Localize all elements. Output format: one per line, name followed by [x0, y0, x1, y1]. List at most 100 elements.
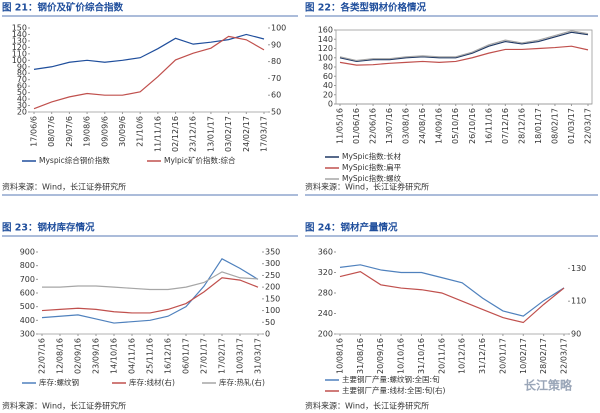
x-tick-label: 01/06/16 [352, 108, 361, 144]
plot-frame [335, 29, 593, 105]
y-tick-label: 50 [17, 88, 27, 97]
x-tick-label: 22/07/16 [38, 338, 47, 374]
y-tick-label: 200 [318, 330, 333, 339]
y-tick-label: 40 [323, 81, 333, 90]
x-tick-label: 14/09/16 [435, 108, 444, 144]
y2-tick-label: 300 [265, 259, 280, 268]
x-tick-label: 03/02/17 [224, 116, 233, 152]
x-tick-label: 08/02/17 [550, 108, 559, 144]
x-tick-label: 10/12/16 [458, 338, 467, 374]
y-tick-label: 90 [17, 62, 27, 71]
x-tick-label: 05/10/16 [451, 108, 460, 144]
legend-label: 库存:螺纹钢 [39, 377, 79, 387]
y-tick-label: 20 [17, 108, 27, 117]
x-tick-label: 16/11/16 [484, 108, 493, 144]
y-tick-label: 120 [318, 44, 333, 53]
y-tick-label: 40 [17, 95, 27, 104]
x-tick-label: 28/02/17 [539, 338, 548, 374]
x-tick-label: 11/05/16 [336, 108, 345, 144]
x-tick-label: 16/12/16 [164, 338, 173, 374]
series-line [339, 31, 589, 63]
y-tick-label: 320 [318, 268, 333, 277]
source: 资料来源：Wind，长江证券研究所 [305, 182, 429, 192]
y2-tick-label: 250 [265, 271, 280, 280]
chart-title: 图 22：各类型钢材价格情况 [305, 2, 427, 14]
x-tick-label: 31/03/17 [254, 338, 263, 374]
x-tick-label: 02/12/16 [171, 116, 180, 152]
x-tick-label: 07/12/16 [501, 108, 510, 144]
series-line [339, 271, 565, 324]
y-tick-label: 900 [20, 248, 35, 257]
y-tick-label: 700 [20, 275, 35, 284]
x-tick-label: 11/11/16 [153, 116, 162, 152]
x-tick-label: 03/08/16 [402, 108, 411, 144]
y2-tick-label: 50 [265, 318, 275, 327]
x-tick-label: 20/09/16 [376, 338, 385, 374]
legend-label: MySpic指数:扁平 [342, 162, 402, 172]
y-tick-label: 140 [12, 30, 27, 39]
x-tick-label: 24/08/16 [418, 108, 427, 144]
y-tick-label: 300 [20, 330, 35, 339]
y-tick-label: 360 [318, 248, 333, 257]
x-tick-label: 30/09/6 [118, 116, 127, 147]
x-tick-label: 10/10/16 [397, 338, 406, 374]
y-tick-label: 130 [12, 36, 27, 45]
x-tick-label: 22/06/16 [369, 108, 378, 144]
x-tick-label: 26/10/16 [468, 108, 477, 144]
y-tick-label: 400 [20, 316, 35, 325]
source: 资料来源：Wind，长江证券研究所 [2, 182, 126, 192]
x-tick-label: 10/08/16 [336, 338, 345, 374]
source: 资料来源：Wind，长江证券研究所 [305, 401, 429, 411]
x-tick-label: 08/07/6 [47, 116, 56, 147]
x-tick-label: 13/01/17 [206, 116, 215, 152]
y-tick-label: 30 [17, 101, 27, 110]
y-tick-label: 600 [20, 289, 35, 298]
y2-tick-label: 80 [271, 57, 281, 66]
x-tick-label: 24/02/17 [242, 116, 251, 152]
x-tick-label: 17/02/17 [218, 338, 227, 374]
y2-tick-label: 90 [571, 330, 581, 339]
x-tick-label: 27/01/17 [200, 338, 209, 374]
y2-tick-label: 70 [271, 74, 281, 83]
x-tick-label: 31/08/16 [356, 338, 365, 374]
y-tick-label: 80 [323, 63, 333, 72]
legend-label: 主要钢厂产量:螺纹钢:全国:旬 [342, 374, 440, 384]
x-tick-label: 02/09/16 [74, 338, 83, 374]
y-tick-label: 120 [12, 43, 27, 52]
x-tick-label: 10/03/17 [236, 338, 245, 374]
x-tick-label: 29/07/6 [65, 116, 74, 147]
x-tick-label: 01/03/17 [567, 108, 576, 144]
x-tick-label: 20/01/17 [498, 338, 507, 374]
series-line [33, 35, 265, 110]
chart-title: 图 23：钢材库存情况 [2, 222, 95, 234]
x-tick-label: 14/10/16 [110, 338, 119, 374]
x-tick-label: 13/07/16 [385, 108, 394, 144]
legend-label: 主要钢厂产量:线材:全国:旬(右) [342, 385, 446, 395]
x-tick-label: 31/12/16 [478, 338, 487, 374]
series-line [339, 30, 589, 62]
legend-label: Myspic综合钢价指数 [39, 155, 110, 165]
chart-title: 图 21：钢价及矿价综合指数 [2, 2, 124, 14]
y-tick-label: 20 [323, 90, 333, 99]
y2-tick-label: 130 [571, 264, 586, 273]
y2-tick-label: 110 [571, 297, 586, 306]
y-tick-label: 100 [12, 56, 27, 65]
y-tick-label: 160 [318, 26, 333, 35]
x-tick-label: 31/10/16 [417, 338, 426, 374]
series-line [33, 33, 265, 70]
y-tick-label: 800 [20, 261, 35, 270]
y2-tick-label: 90 [271, 40, 281, 49]
series-line [41, 277, 259, 314]
y-tick-label: 500 [20, 302, 35, 311]
legend-label: 库存:热轧(右) [219, 377, 265, 387]
y-tick-label: 80 [17, 69, 27, 78]
legend-label: MySpic指数:螺纹 [342, 173, 402, 183]
y2-tick-label: 350 [265, 248, 280, 257]
series-line [42, 271, 259, 291]
y-tick-label: 100 [318, 53, 333, 62]
x-tick-label: 22/03/17 [584, 108, 593, 144]
y2-tick-label: 0 [265, 330, 270, 339]
legend-label: MySpic指数:长材 [342, 151, 402, 161]
x-tick-label: 23/09/16 [92, 338, 101, 374]
